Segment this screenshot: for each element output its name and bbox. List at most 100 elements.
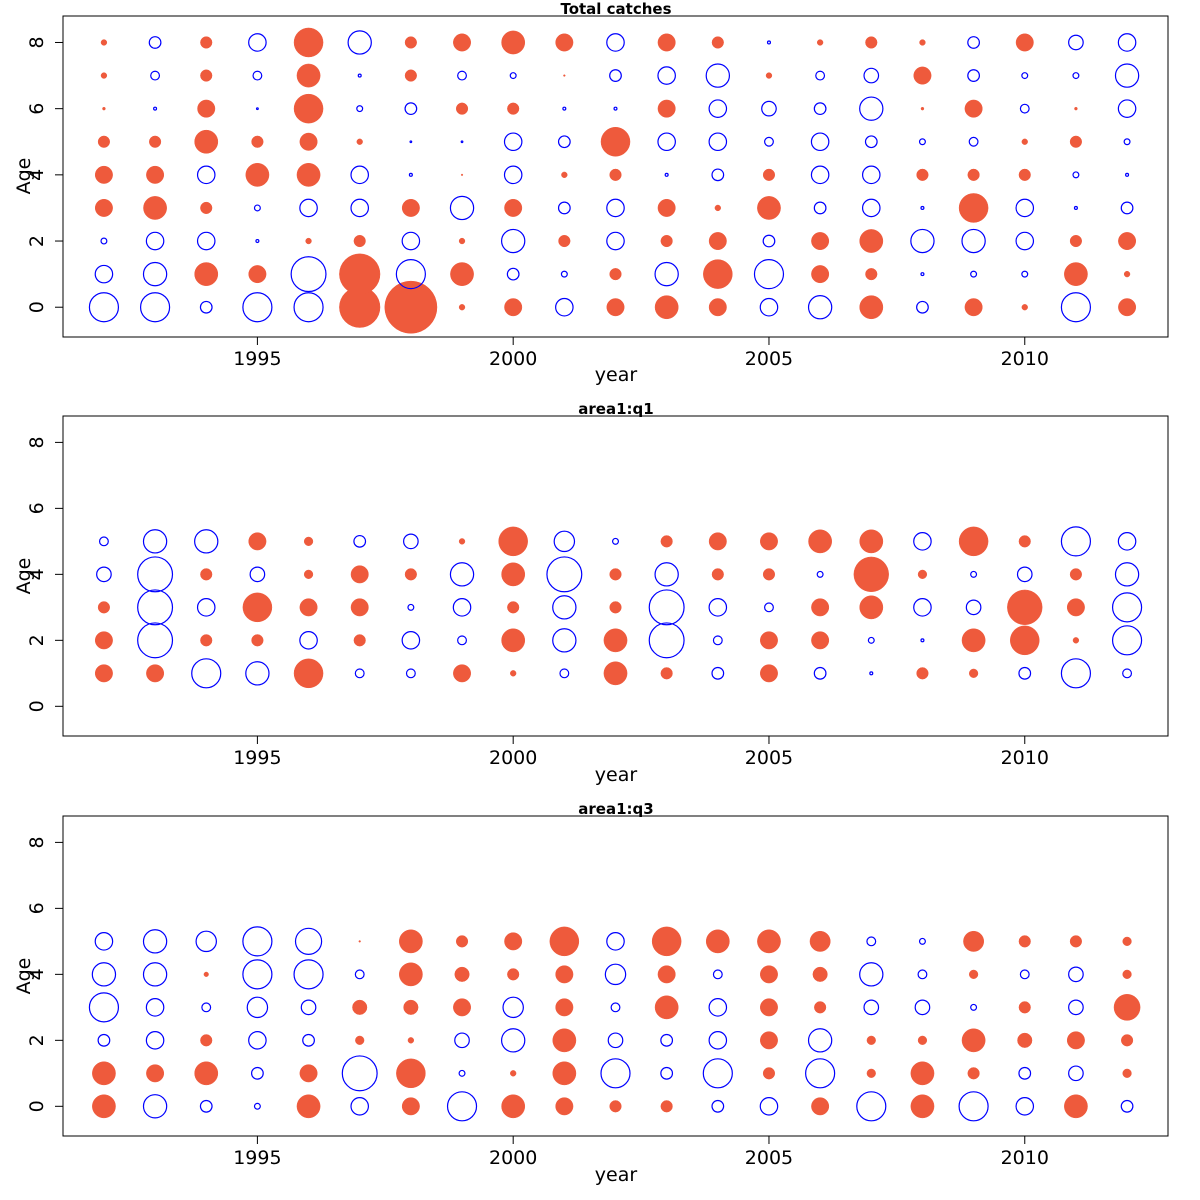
bubble-point	[1123, 270, 1131, 278]
y-tick-label: 6	[26, 902, 48, 914]
bubble-point	[1114, 63, 1140, 88]
bubble-point	[866, 936, 877, 947]
bubble-point	[242, 959, 273, 990]
x-axis-label: year	[595, 364, 638, 386]
bubble-point	[561, 171, 568, 178]
bubble-point	[504, 932, 523, 951]
bubble-point	[967, 36, 981, 49]
bubble-point	[94, 932, 114, 951]
bubble-point	[910, 228, 935, 254]
bubble-point	[1122, 969, 1132, 979]
bubble-point	[1125, 172, 1130, 177]
bubble-point	[1118, 298, 1137, 317]
bubble-point	[145, 231, 165, 251]
bubble-point	[913, 598, 932, 617]
bubble-point	[100, 237, 108, 245]
bubble-point	[404, 36, 417, 49]
bubble-point	[250, 1066, 264, 1080]
y-tick-label: 0	[26, 301, 48, 313]
bubble-point	[502, 996, 524, 1019]
bubble-point	[918, 138, 926, 146]
bubble-point	[1114, 562, 1140, 587]
x-tick-label: 1995	[233, 747, 281, 769]
chart-title: area1:q3	[578, 800, 653, 818]
bubble-point	[150, 70, 161, 81]
bubble-point	[504, 198, 523, 217]
bubble-point	[253, 1102, 261, 1110]
bubble-point	[811, 1097, 830, 1116]
bubble-point	[501, 1094, 526, 1119]
bubble-point	[549, 926, 580, 957]
bubble-point	[811, 232, 830, 250]
bubble-point	[449, 562, 475, 587]
bubble-point	[711, 568, 724, 581]
bubble-point	[403, 999, 419, 1015]
bubble-point	[1072, 72, 1080, 80]
bubble-point	[354, 668, 365, 679]
bubble-point	[609, 568, 622, 581]
bubble-point	[600, 127, 631, 157]
bubble-point	[1122, 936, 1132, 946]
bubble-point	[450, 262, 474, 286]
bubble-point	[814, 1001, 827, 1014]
y-tick-label: 2	[26, 235, 48, 247]
bubble-point	[1016, 566, 1033, 583]
bubble-point	[200, 568, 213, 581]
bubble-point	[859, 96, 884, 121]
bubble-point	[555, 33, 574, 52]
bubble-point	[453, 33, 471, 52]
bubble-point	[354, 969, 365, 980]
bubble-point	[506, 267, 520, 281]
bubble-point	[453, 664, 471, 683]
bubble-point	[859, 962, 884, 987]
bubble-point	[507, 102, 520, 115]
bubble-point	[96, 566, 112, 583]
bubble-point	[501, 30, 526, 55]
bubble-point	[648, 589, 685, 626]
bubble-point	[557, 201, 571, 215]
bubble-point	[964, 298, 983, 317]
panel-total-catches: Total catches year Age 1995 2000 2005 2010 0…	[13, 0, 1169, 386]
bubble-point	[449, 195, 475, 221]
bubble-point	[958, 193, 989, 223]
bubble-point	[293, 658, 324, 689]
bubble-point	[970, 1003, 978, 1011]
bubble-point	[200, 1034, 213, 1047]
bubble-point	[967, 69, 981, 82]
bubble-point	[807, 1028, 833, 1053]
bubble-point	[811, 598, 830, 617]
bubble-point	[865, 268, 878, 281]
bubble-point	[813, 102, 827, 116]
bubble-point	[660, 1033, 674, 1047]
bubble-point	[94, 198, 113, 217]
bubble-point	[408, 172, 413, 177]
bubble-point	[864, 135, 878, 149]
x-tick-label: 2000	[489, 1147, 537, 1169]
bubble-point	[917, 569, 928, 579]
bubble-point	[88, 292, 120, 323]
bubble-point	[609, 69, 622, 82]
bubble-point	[606, 298, 625, 317]
x-tick-label: 2010	[1001, 348, 1049, 370]
bubble-point	[1118, 232, 1137, 250]
bubble-point	[142, 1094, 168, 1119]
bubble-point	[153, 106, 158, 111]
bubble-point	[97, 601, 110, 614]
bubble-point	[813, 666, 827, 680]
bubble-point	[94, 165, 113, 184]
bubble-point	[807, 295, 833, 320]
bubble-point	[148, 36, 162, 49]
bubble-point	[1060, 658, 1092, 689]
bubble-point	[194, 529, 219, 554]
bubble-point	[293, 27, 324, 58]
bubble-point	[609, 268, 622, 281]
bubble-point	[1018, 535, 1031, 548]
bubble-point	[712, 635, 723, 646]
bubble-point	[401, 231, 421, 251]
bubble-point	[552, 595, 577, 620]
bubble-point	[401, 1097, 420, 1116]
bubble-point	[100, 72, 108, 79]
bubble-point	[255, 238, 260, 244]
x-tick-label: 2010	[1001, 747, 1049, 769]
bubble-point	[1066, 1031, 1085, 1050]
